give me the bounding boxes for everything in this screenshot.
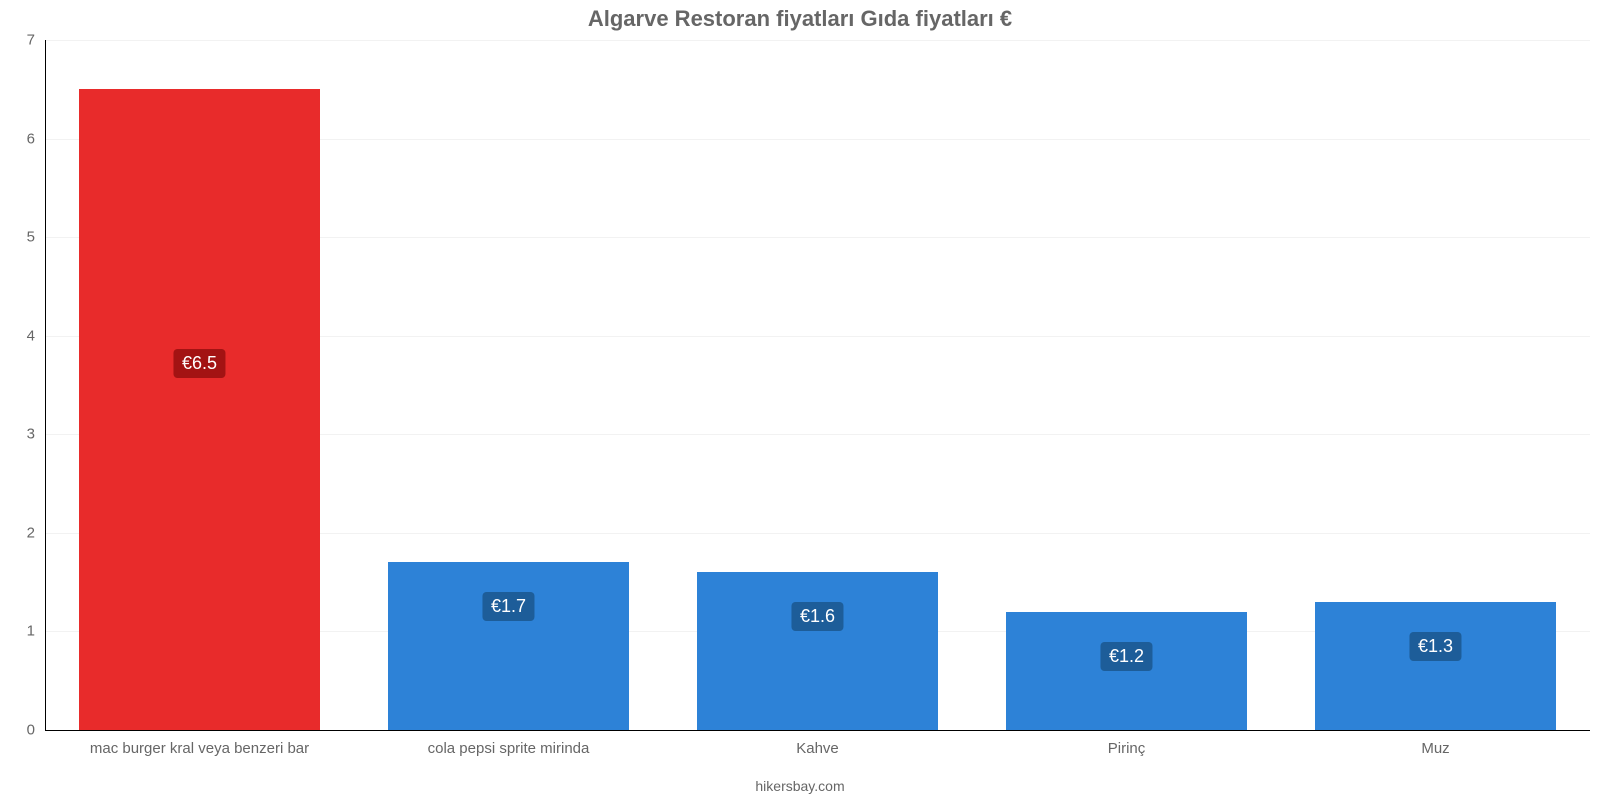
bar: €1.2 [1006, 612, 1247, 730]
bar-value-label: €6.5 [174, 349, 225, 378]
x-tick-label: mac burger kral veya benzeri bar [90, 730, 309, 757]
x-tick-label: cola pepsi sprite mirinda [428, 730, 590, 757]
x-tick-label: Kahve [796, 730, 839, 757]
bar-value-label: €1.2 [1101, 642, 1152, 671]
bar-value-label: €1.3 [1410, 632, 1461, 661]
y-axis-line [45, 40, 46, 730]
bar: €1.6 [697, 572, 938, 730]
y-tick-label: 3 [27, 426, 45, 443]
gridline [45, 40, 1590, 41]
bar-value-label: €1.6 [792, 602, 843, 631]
y-tick-label: 6 [27, 130, 45, 147]
chart-title: Algarve Restoran fiyatları Gıda fiyatlar… [0, 0, 1600, 32]
x-tick-label: Pirinç [1108, 730, 1146, 757]
y-tick-label: 0 [27, 722, 45, 739]
y-tick-label: 4 [27, 327, 45, 344]
bar: €1.3 [1315, 602, 1556, 730]
bar: €1.7 [388, 562, 629, 730]
chart-footer: hikersbay.com [755, 778, 844, 794]
chart-container: Algarve Restoran fiyatları Gıda fiyatlar… [0, 0, 1600, 800]
y-tick-label: 2 [27, 524, 45, 541]
y-tick-label: 1 [27, 623, 45, 640]
plot-area: 01234567€6.5mac burger kral veya benzeri… [45, 40, 1590, 730]
x-tick-label: Muz [1421, 730, 1449, 757]
y-tick-label: 5 [27, 229, 45, 246]
y-tick-label: 7 [27, 32, 45, 49]
bar: €6.5 [79, 89, 320, 730]
bar-value-label: €1.7 [483, 592, 534, 621]
